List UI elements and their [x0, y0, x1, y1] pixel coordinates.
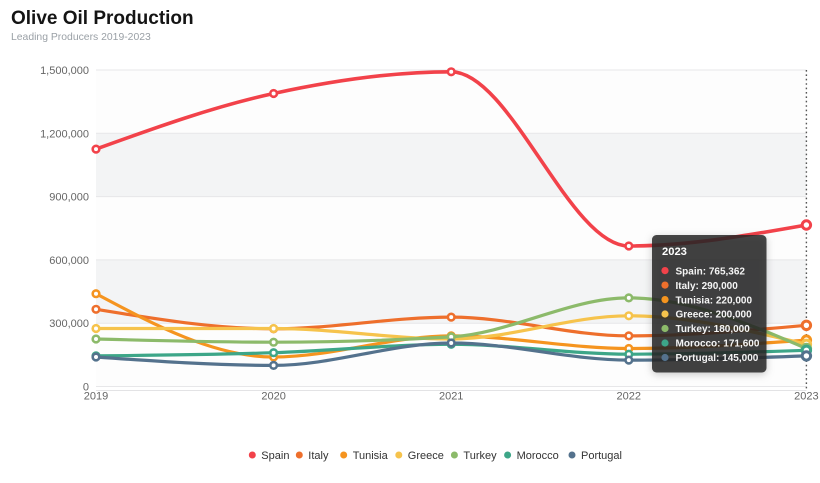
svg-text:600,000: 600,000	[49, 255, 89, 267]
svg-text:Italy: Italy	[308, 450, 329, 462]
svg-text:Tunisia: Tunisia	[353, 450, 389, 462]
svg-text:1,200,000: 1,200,000	[40, 128, 89, 140]
svg-text:Tunisia: 220,000: Tunisia: 220,000	[676, 295, 753, 306]
svg-text:Italy: 290,000: Italy: 290,000	[676, 281, 739, 292]
svg-text:Portugal: 145,000: Portugal: 145,000	[676, 353, 759, 364]
svg-text:Turkey: 180,000: Turkey: 180,000	[676, 324, 751, 335]
svg-text:Morocco: Morocco	[517, 450, 559, 462]
svg-text:Spain: Spain	[261, 450, 289, 462]
svg-text:Portugal: Portugal	[581, 450, 622, 462]
svg-text:0: 0	[83, 382, 89, 394]
svg-text:300,000: 300,000	[49, 318, 89, 330]
svg-text:1,500,000: 1,500,000	[40, 65, 89, 77]
svg-text:2020: 2020	[261, 391, 285, 403]
svg-text:Olive Oil Production: Olive Oil Production	[11, 8, 194, 29]
svg-text:2023: 2023	[794, 391, 818, 403]
svg-text:Greece: 200,000: Greece: 200,000	[676, 310, 753, 321]
svg-text:900,000: 900,000	[49, 192, 89, 204]
svg-text:Greece: Greece	[408, 450, 444, 462]
svg-text:Spain: 765,362: Spain: 765,362	[676, 266, 746, 277]
svg-text:2022: 2022	[617, 391, 641, 403]
svg-text:Turkey: Turkey	[463, 450, 497, 462]
svg-text:Leading Producers 2019-2023: Leading Producers 2019-2023	[11, 32, 151, 43]
svg-text:Morocco: 171,600: Morocco: 171,600	[676, 339, 760, 350]
svg-text:2021: 2021	[439, 391, 463, 403]
svg-text:2023: 2023	[662, 246, 687, 258]
svg-text:2019: 2019	[84, 391, 108, 403]
